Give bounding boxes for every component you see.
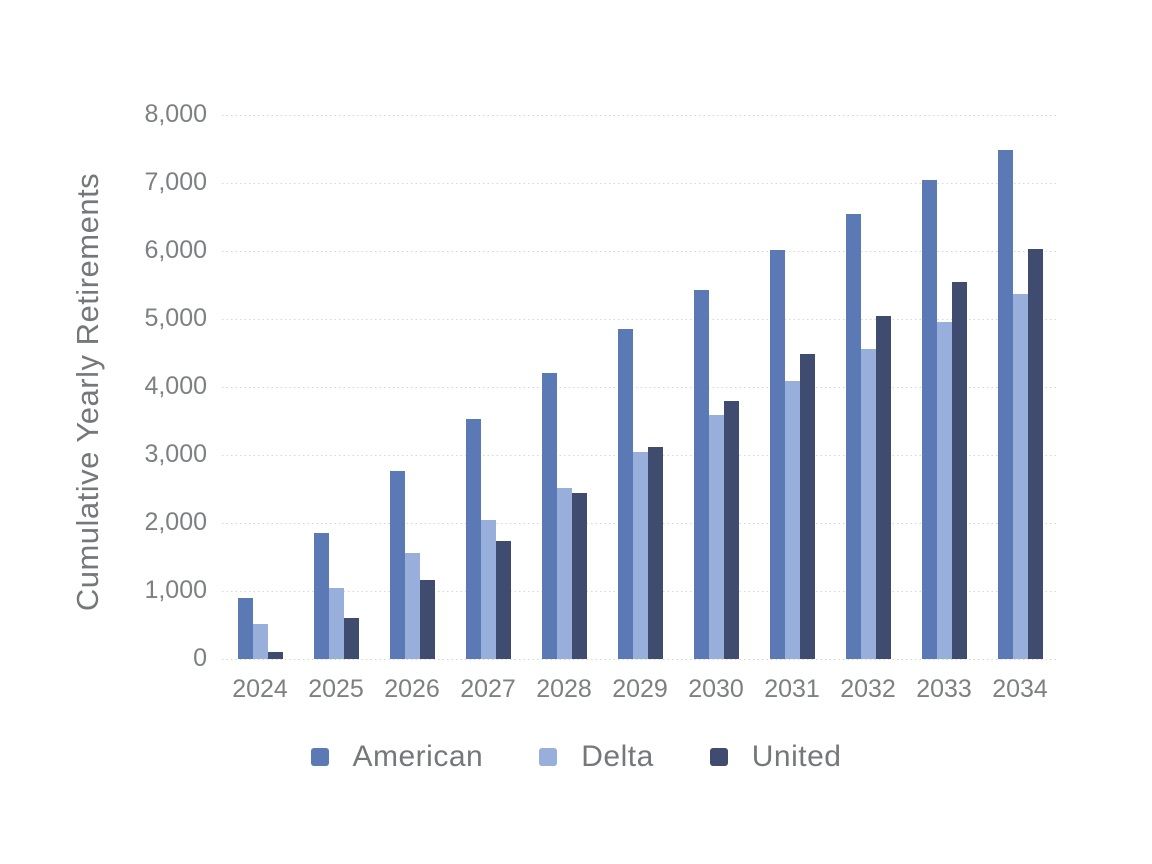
- bar-delta-2027: [480, 520, 496, 659]
- gridline-7000: [222, 182, 1057, 184]
- x-tick-label: 2032: [840, 675, 896, 703]
- bar-united-2029: [647, 446, 663, 659]
- bar-delta-2028: [556, 488, 572, 659]
- x-tick-label: 2026: [384, 675, 440, 703]
- y-tick-label: 7,000: [144, 168, 207, 196]
- x-tick-label: 2030: [688, 675, 744, 703]
- x-tick-label: 2025: [308, 675, 364, 703]
- x-tick-label: 2031: [764, 675, 820, 703]
- gridline-6000: [222, 250, 1057, 252]
- y-tick-label: 1,000: [144, 576, 207, 604]
- y-tick-label: 2,000: [144, 508, 207, 536]
- bar-united-2031: [799, 353, 815, 659]
- bar-delta-2026: [404, 552, 420, 659]
- bar-delta-2030: [708, 414, 724, 659]
- bar-united-2027: [495, 540, 511, 659]
- y-tick-label: 6,000: [144, 236, 207, 264]
- legend-item-american: American: [310, 740, 484, 774]
- bar-united-2024: [267, 651, 283, 659]
- bar-united-2030: [723, 400, 739, 659]
- legend-label: Delta: [581, 740, 654, 773]
- bar-american-2033: [921, 180, 937, 659]
- bar-american-2034: [997, 149, 1013, 659]
- bar-delta-2033: [936, 321, 952, 659]
- bar-american-2031: [769, 249, 785, 659]
- legend: American Delta United: [0, 740, 1152, 774]
- bar-united-2034: [1027, 248, 1043, 659]
- y-tick-label: 8,000: [144, 100, 207, 128]
- bar-delta-2029: [632, 452, 648, 659]
- legend-label: American: [352, 740, 484, 773]
- legend-swatch-icon: [709, 748, 728, 766]
- legend-item-united: United: [709, 740, 842, 774]
- y-tick-label: 0: [193, 644, 207, 672]
- legend-swatch-icon: [310, 748, 329, 766]
- bar-delta-2025: [328, 588, 344, 659]
- bar-american-2029: [617, 328, 633, 659]
- bar-american-2032: [845, 214, 861, 659]
- bar-american-2030: [693, 289, 709, 659]
- legend-swatch-icon: [539, 748, 558, 766]
- x-tick-label: 2024: [232, 675, 288, 703]
- bar-american-2024: [237, 597, 253, 659]
- x-tick-label: 2029: [612, 675, 668, 703]
- legend-item-delta: Delta: [539, 740, 654, 774]
- bar-american-2026: [389, 471, 405, 659]
- x-tick-label: 2034: [992, 675, 1048, 703]
- bar-delta-2032: [860, 348, 876, 659]
- bar-delta-2034: [1012, 293, 1028, 659]
- bar-american-2027: [465, 418, 481, 659]
- bar-american-2028: [541, 372, 557, 659]
- gridline-0: [222, 658, 1057, 660]
- x-tick-label: 2027: [460, 675, 516, 703]
- bar-delta-2024: [252, 624, 268, 659]
- gridline-4000: [222, 386, 1057, 388]
- bar-united-2033: [951, 282, 967, 659]
- gridline-5000: [222, 318, 1057, 320]
- bar-united-2032: [875, 316, 891, 659]
- y-tick-label: 3,000: [144, 440, 207, 468]
- bar-delta-2031: [784, 380, 800, 659]
- legend-label: United: [751, 740, 842, 773]
- y-tick-label: 5,000: [144, 304, 207, 332]
- y-tick-label: 4,000: [144, 372, 207, 400]
- bar-united-2028: [571, 493, 587, 659]
- gridline-8000: [222, 114, 1057, 116]
- bar-united-2026: [419, 580, 435, 659]
- bar-united-2025: [343, 618, 359, 659]
- x-tick-label: 2033: [916, 675, 972, 703]
- bar-american-2025: [313, 533, 329, 659]
- x-tick-label: 2028: [536, 675, 592, 703]
